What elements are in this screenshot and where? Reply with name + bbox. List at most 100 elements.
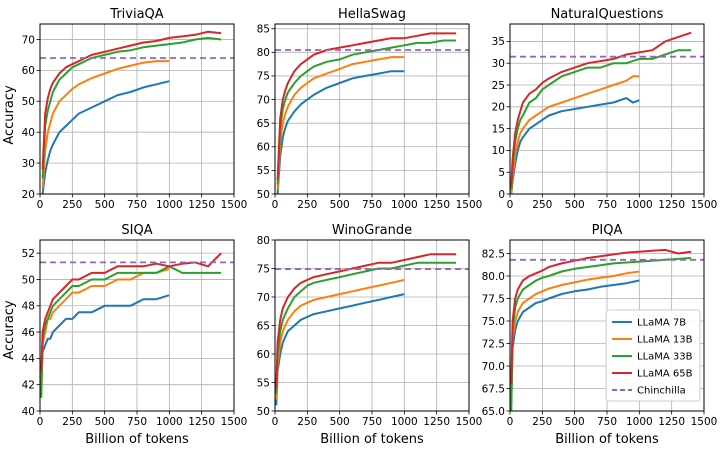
y-tick-label: 15: [492, 123, 505, 135]
y-axis-label-bottom: Accuracy: [2, 300, 17, 360]
x-tick-label: 750: [362, 416, 382, 428]
y-tick-label: 80: [257, 47, 270, 59]
y-tick-label: 35: [492, 36, 505, 48]
legend: LLaMA 7B LLaMA 13B LLaMA 33B LLaMA 65B Chinc…: [605, 309, 701, 402]
y-tick-label: 70: [257, 292, 270, 304]
series-line: [510, 31, 692, 186]
y-tick-label: 75: [257, 71, 270, 83]
x-tick-label: 250: [297, 416, 317, 428]
series-line: [510, 279, 640, 403]
x-tick-label: 1500: [691, 199, 718, 211]
x-tick-label: 750: [127, 199, 147, 211]
series-line: [40, 252, 222, 372]
x-tick-label: 1250: [658, 199, 685, 211]
y-tick-label: 20: [22, 189, 35, 201]
chart-panel: 0 250 500 750 1000 1250 1500 50 55 60 65 70 75 80 85 He…: [257, 7, 483, 211]
y-tick-label: 75.0: [482, 316, 505, 328]
x-tick-label: 0: [507, 416, 514, 428]
x-tick-label: 500: [330, 199, 350, 211]
panel-title: TriviaQA: [109, 7, 163, 22]
y-tick-label: 55: [257, 165, 270, 177]
x-tick-label: 750: [362, 199, 382, 211]
panel-title: WinoGrande: [332, 223, 412, 238]
x-tick-label: 500: [565, 199, 585, 211]
legend-label: LLaMA 33B: [637, 352, 693, 363]
y-tick-label: 20: [492, 102, 505, 114]
x-tick-label: 1250: [423, 199, 450, 211]
x-tick-label: 0: [272, 199, 279, 211]
y-tick-label: 55: [257, 377, 270, 389]
series-line: [510, 257, 692, 411]
series-line: [276, 70, 405, 194]
y-tick-label: 60: [22, 65, 35, 77]
x-tick-label: 1250: [658, 416, 685, 428]
x-tick-label: 500: [330, 416, 350, 428]
series-line: [40, 267, 170, 385]
x-tick-label: 1500: [456, 199, 483, 211]
x-tick-label: 1000: [156, 416, 183, 428]
y-tick-label: 0: [498, 189, 505, 201]
series-line: [510, 248, 692, 385]
y-tick-label: 42: [22, 379, 35, 391]
y-tick-label: 85: [257, 24, 270, 36]
series-line: [276, 32, 457, 180]
x-tick-label: 250: [532, 199, 552, 211]
x-tick-label: 1000: [156, 199, 183, 211]
y-tick-label: 70.0: [482, 361, 505, 373]
series-line: [275, 293, 405, 406]
series-line: [276, 56, 405, 190]
y-tick-label: 65.0: [482, 406, 505, 418]
x-tick-label: 1000: [391, 416, 418, 428]
x-tick-label: 750: [597, 199, 617, 211]
series-line: [41, 60, 170, 188]
x-tick-label: 1000: [626, 416, 653, 428]
y-tick-label: 70: [22, 34, 35, 46]
x-tick-label: 1250: [423, 416, 450, 428]
x-tick-label: 250: [62, 199, 82, 211]
y-tick-label: 50: [257, 189, 270, 201]
x-tick-label: 1500: [456, 416, 483, 428]
y-tick-label: 44: [22, 353, 36, 365]
x-tick-label: 0: [37, 416, 44, 428]
chart-panel: 0 250 500 750 1000 1250 1500 40 42 44 46 48 50 52 SIQA: [22, 223, 248, 428]
x-tick-label: 1250: [188, 416, 215, 428]
y-tick-label: 65: [257, 118, 270, 130]
y-tick-label: 5: [498, 167, 505, 179]
y-tick-label: 60: [257, 142, 270, 154]
x-axis-label-2: Billion of tokens: [320, 432, 424, 447]
panel-title: SIQA: [121, 223, 152, 238]
y-tick-label: 50: [257, 406, 270, 418]
y-tick-label: 75: [257, 263, 270, 275]
y-tick-label: 52: [22, 248, 35, 260]
chart-panel: 0 250 500 750 1000 1250 1500 20 30 40 50 60 70 Trivia…: [22, 7, 248, 211]
panel-title: PIQA: [592, 223, 623, 238]
series-line: [40, 265, 222, 398]
x-tick-label: 1500: [221, 199, 248, 211]
y-tick-label: 46: [22, 327, 36, 339]
series-line: [41, 80, 170, 194]
y-tick-label: 48: [22, 301, 35, 313]
y-axis-label-top: Accuracy: [2, 85, 17, 145]
x-tick-label: 500: [95, 199, 115, 211]
legend-box: [605, 309, 701, 402]
chart-panel: 0 250 500 750 1000 1250 1500 0 5 10 15 20 25 30 35 Natu…: [492, 7, 718, 211]
y-tick-label: 30: [22, 158, 35, 170]
series-line: [510, 75, 640, 194]
y-tick-label: 10: [492, 145, 505, 157]
panel-title: NaturalQuestions: [551, 7, 664, 22]
x-axis-label-3: Billion of tokens: [555, 432, 659, 447]
x-tick-label: 250: [532, 416, 552, 428]
x-tick-label: 1000: [626, 199, 653, 211]
y-tick-label: 72.5: [482, 338, 505, 350]
x-tick-label: 250: [62, 416, 82, 428]
y-tick-label: 40: [22, 406, 35, 418]
y-tick-label: 60: [257, 349, 270, 361]
series-line: [275, 253, 457, 389]
y-tick-label: 77.5: [482, 293, 505, 305]
legend-label: LLaMA 65B: [637, 369, 693, 380]
series-line: [510, 49, 692, 190]
y-tick-label: 25: [492, 80, 505, 92]
y-tick-label: 67.5: [482, 383, 505, 395]
legend-label: Chinchilla: [637, 386, 686, 397]
series-line: [40, 294, 170, 385]
